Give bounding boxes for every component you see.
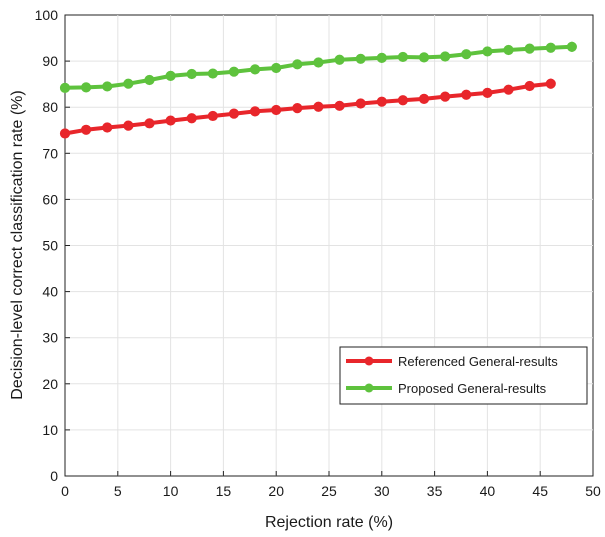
data-point	[376, 52, 387, 63]
data-point	[461, 49, 472, 60]
data-point	[186, 68, 197, 80]
data-point	[59, 82, 71, 93]
data-point	[292, 59, 303, 70]
data-point	[165, 115, 176, 126]
legend-entry-referenced: Referenced General-results	[346, 354, 558, 369]
x-tick-label: 30	[374, 483, 390, 499]
data-point	[440, 51, 451, 62]
data-point	[249, 64, 261, 75]
y-axis-label: Decision-level correct classification ra…	[9, 90, 26, 399]
x-tick-label: 10	[163, 483, 179, 499]
legend-marker-proposed	[364, 383, 374, 393]
legend-marker-referenced	[364, 356, 374, 366]
y-tick-label: 60	[42, 191, 58, 207]
x-tick-label: 0	[61, 483, 69, 499]
data-point	[123, 120, 134, 131]
data-point	[440, 91, 451, 102]
data-point	[397, 95, 409, 106]
axes: 0 5 10 15 20 25 30 35 40 45 50 0 10 20 30 40 50 60 70 80 90 1…	[35, 7, 601, 499]
y-tick-label: 80	[42, 99, 58, 115]
y-tick-label: 90	[42, 53, 58, 69]
data-point	[503, 44, 514, 56]
data-point	[397, 51, 409, 63]
y-tick-label: 70	[42, 145, 58, 161]
data-point	[545, 42, 556, 53]
data-point	[81, 124, 92, 135]
data-point	[144, 118, 155, 129]
data-point	[207, 110, 218, 122]
x-tick-label: 20	[268, 483, 284, 499]
data-point	[102, 122, 113, 133]
y-tick-label: 40	[42, 284, 58, 300]
data-point	[59, 128, 71, 139]
legend-label-proposed: Proposed General-results	[398, 381, 547, 396]
series-1	[59, 41, 577, 93]
x-axis-label: Rejection rate (%)	[265, 514, 393, 531]
data-point	[355, 53, 366, 64]
data-point	[313, 57, 324, 68]
data-point	[355, 98, 366, 109]
data-point	[503, 84, 514, 95]
data-point	[123, 78, 134, 89]
data-point	[418, 52, 430, 63]
data-point	[376, 96, 387, 107]
data-point	[313, 101, 324, 112]
x-tick-label: 45	[532, 483, 548, 499]
x-tick-label: 15	[216, 483, 232, 499]
data-point	[461, 89, 472, 100]
legend: Referenced General-results Proposed Gene…	[339, 346, 588, 405]
data-point	[482, 87, 493, 99]
y-tick-label: 50	[42, 238, 58, 254]
data-point	[524, 43, 535, 54]
data-point	[228, 108, 240, 119]
series-0	[59, 78, 556, 139]
data-point	[482, 46, 493, 57]
y-tick-label: 30	[42, 330, 58, 346]
legend-box	[339, 346, 588, 405]
data-point	[186, 113, 197, 124]
data-point	[271, 104, 282, 116]
data-point	[207, 68, 218, 79]
x-tick-label: 40	[480, 483, 496, 499]
x-tick-label: 35	[427, 483, 443, 499]
data-point	[524, 80, 535, 92]
data-point	[292, 103, 303, 114]
y-tick-label: 0	[50, 468, 58, 484]
data-point	[228, 66, 240, 77]
x-tick-label: 25	[321, 483, 337, 499]
data-point	[102, 81, 113, 92]
data-point	[418, 93, 430, 105]
data-point	[165, 70, 176, 81]
data-point	[334, 54, 345, 65]
data-point	[334, 100, 345, 111]
data-point	[249, 106, 261, 117]
data-point	[81, 82, 92, 93]
x-tick-label: 5	[114, 483, 122, 499]
legend-label-referenced: Referenced General-results	[398, 354, 558, 369]
y-tick-label: 100	[35, 7, 59, 23]
y-tick-label: 20	[42, 376, 58, 392]
data-point	[144, 74, 155, 86]
y-tick-label: 10	[42, 422, 58, 438]
data-series	[59, 41, 577, 139]
x-tick-label: 50	[585, 483, 601, 499]
data-point	[271, 62, 282, 74]
legend-entry-proposed: Proposed General-results	[346, 381, 547, 396]
